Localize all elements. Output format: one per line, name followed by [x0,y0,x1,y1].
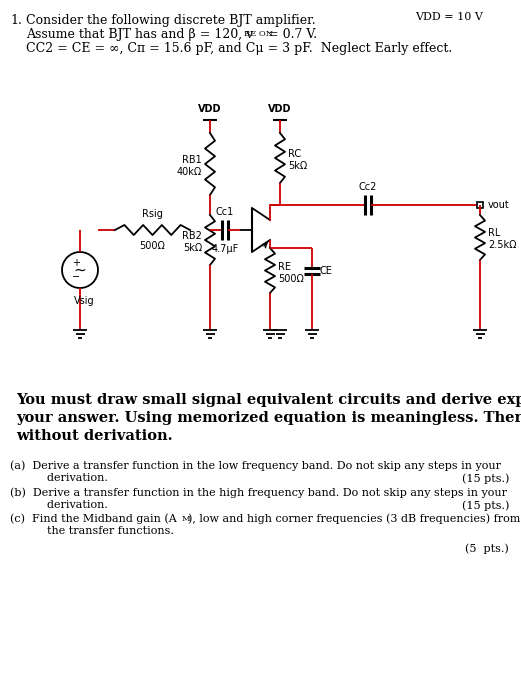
Text: VDD: VDD [199,104,222,114]
Text: Consider the following discrete BJT amplifier.: Consider the following discrete BJT ampl… [26,14,316,27]
Text: Vsig: Vsig [73,296,94,306]
Text: 40kΩ: 40kΩ [177,167,202,177]
Text: Assume that BJT has and β = 120, v: Assume that BJT has and β = 120, v [26,28,253,41]
Text: vout: vout [488,200,510,210]
Text: Cc2: Cc2 [359,182,377,192]
Text: (a)  Derive a transfer function in the low frequency band. Do not skip any steps: (a) Derive a transfer function in the lo… [10,460,501,470]
Text: +: + [72,258,80,268]
Text: = 0.7 V.: = 0.7 V. [268,28,317,41]
Text: without derivation.: without derivation. [16,429,172,443]
Text: RC: RC [288,149,301,159]
Text: the transfer functions.: the transfer functions. [26,526,174,536]
Text: M: M [182,515,191,523]
Text: (b)  Derive a transfer function in the high frequency band. Do not skip any step: (b) Derive a transfer function in the hi… [10,487,507,497]
Text: 2.5kΩ: 2.5kΩ [488,240,516,250]
Text: 5kΩ: 5kΩ [288,161,307,171]
Text: ), low and high corner frequencies (3 dB frequencies) from: ), low and high corner frequencies (3 dB… [188,513,520,524]
Text: derivation.: derivation. [26,473,108,483]
Text: BE ON: BE ON [244,30,273,38]
Text: VDD: VDD [268,104,292,114]
Text: You must draw small signal equivalent circuits and derive expressions for: You must draw small signal equivalent ci… [16,393,521,407]
Text: RL: RL [488,229,500,238]
Text: CC2 = CE = ∞, Cπ = 15.6 pF, and Cμ = 3 pF.  Neglect Early effect.: CC2 = CE = ∞, Cπ = 15.6 pF, and Cμ = 3 p… [26,42,452,55]
Text: (5  pts.): (5 pts.) [465,543,509,554]
Text: Rsig: Rsig [142,209,163,219]
Text: Cc1: Cc1 [216,207,234,217]
Text: 500Ω: 500Ω [278,273,304,283]
Text: −: − [72,272,80,282]
Text: 5kΩ: 5kΩ [183,243,202,253]
Text: CE: CE [320,266,333,275]
Text: 1.: 1. [10,14,22,27]
Text: 500Ω: 500Ω [140,241,166,251]
Text: RB1: RB1 [182,155,202,165]
Text: your answer. Using memorized equation is meaningless. There will be 0 point: your answer. Using memorized equation is… [16,411,521,425]
Text: (15 pts.): (15 pts.) [462,473,509,484]
Text: 4.7μF: 4.7μF [212,244,239,254]
Text: VDD = 10 V: VDD = 10 V [415,12,483,22]
Text: derivation.: derivation. [26,500,108,510]
Text: RB2: RB2 [182,231,202,241]
Text: (15 pts.): (15 pts.) [462,500,509,511]
Text: ~: ~ [73,262,86,277]
Text: (c)  Find the Midband gain (A: (c) Find the Midband gain (A [10,513,177,524]
Text: RE: RE [278,262,291,271]
